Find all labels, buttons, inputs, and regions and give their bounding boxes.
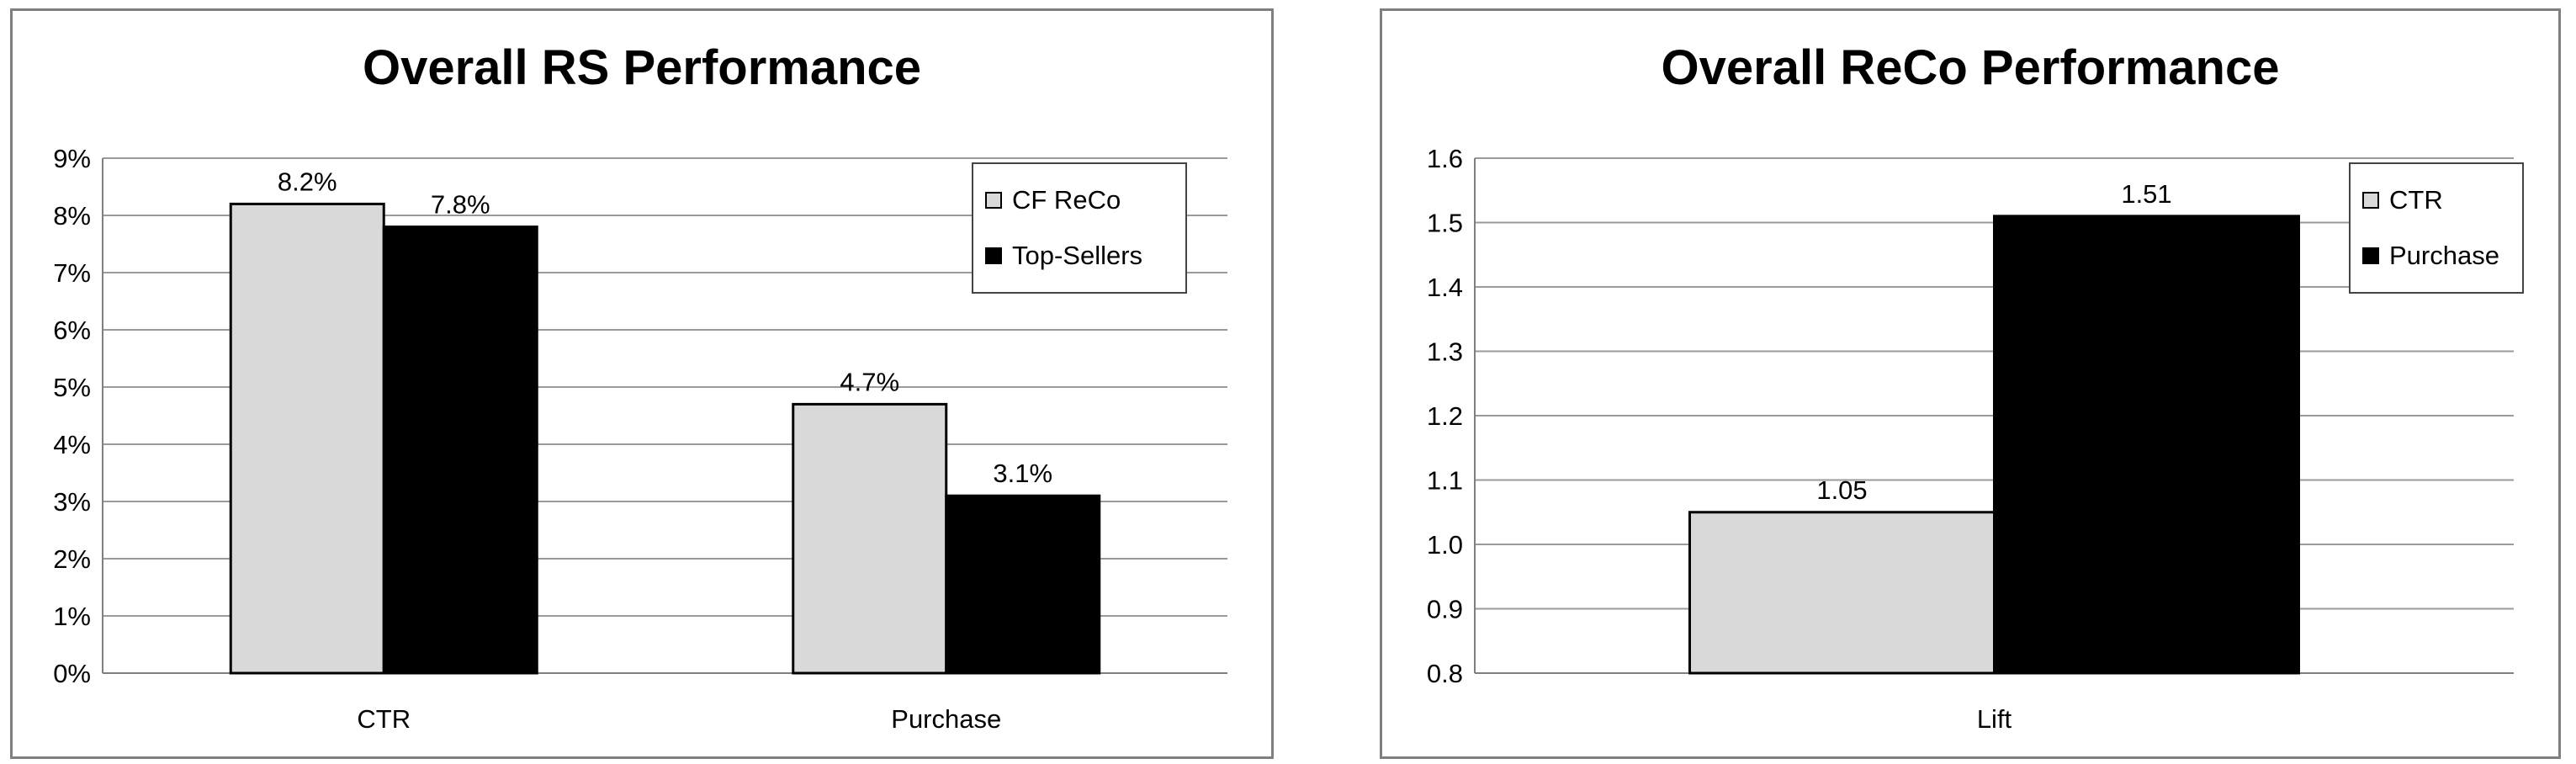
chart-plot: 0.8 0.9 1.0 1.1 1.2 1.3 1.4 1.5 1.6 1.05 1.51 Lift: [1427, 144, 2514, 734]
y-tick-label: 4%: [53, 430, 91, 459]
legend-label: Purchase: [2389, 241, 2499, 270]
y-tick-label: 8%: [53, 201, 91, 231]
y-tick-label: 7%: [53, 258, 91, 288]
legend-swatch-top-sellers: [985, 247, 1002, 264]
chart-panel-rs-performance: Overall RS Performance 0% 1% 2% 3% 4% 5% 6% 7% 8…: [10, 8, 1274, 759]
data-label: 4.7%: [840, 367, 899, 396]
y-tick-label: 0.9: [1427, 595, 1463, 624]
y-tick-label: 1.4: [1427, 273, 1463, 302]
x-tick-label: CTR: [357, 704, 411, 734]
chart-title: Overall ReCo Performance: [1661, 40, 2280, 95]
x-tick-label: Lift: [1977, 704, 2012, 734]
legend-item-ctr: CTR: [2362, 172, 2510, 228]
y-tick-label: 1.0: [1427, 530, 1463, 560]
bar-top-sellers-ctr: [382, 225, 538, 675]
legend-item-purchase: Purchase: [2362, 228, 2510, 284]
data-label: 1.51: [2121, 179, 2171, 209]
legend-label: Top-Sellers: [1012, 241, 1143, 270]
y-tick-label: 1%: [53, 602, 91, 631]
data-label: 1.05: [1816, 475, 1867, 505]
legend-label: CTR: [2389, 185, 2443, 215]
data-label: 7.8%: [431, 190, 490, 220]
bar-cf-reco-purchase: [792, 402, 948, 675]
legend-item-cf-reco: CF ReCo: [985, 172, 1174, 228]
data-label: 8.2%: [278, 167, 337, 196]
legend-swatch-ctr: [2362, 192, 2379, 209]
y-tick-label: 3%: [53, 487, 91, 517]
y-tick-label: 5%: [53, 373, 91, 402]
legend-swatch-cf-reco: [985, 192, 1002, 209]
legend-item-top-sellers: Top-Sellers: [985, 228, 1174, 284]
legend-swatch-purchase: [2362, 247, 2379, 264]
bar-cf-reco-ctr: [229, 202, 385, 675]
data-label: 3.1%: [993, 459, 1052, 488]
x-tick-label: Purchase: [891, 704, 1001, 734]
y-tick-label: 1.1: [1427, 466, 1463, 496]
y-tick-label: 1.3: [1427, 337, 1463, 367]
chart-title: Overall RS Performance: [362, 40, 922, 95]
bar-top-sellers-purchase: [945, 494, 1101, 675]
bar-purchase-lift: [1993, 215, 2300, 675]
y-tick-label: 1.6: [1427, 144, 1463, 173]
chart-plot: 0% 1% 2% 3% 4% 5% 6% 7% 8% 9% 8.2% 7.8% CTR 4.7% 3.1% P…: [53, 144, 1227, 734]
y-tick-label: 2%: [53, 544, 91, 574]
y-tick-label: 0.8: [1427, 659, 1463, 688]
chart-legend: CF ReCo Top-Sellers: [972, 162, 1187, 294]
chart-panel-reco-performance: Overall ReCo Performance 0.8 0.9 1.0 1.1 1.2…: [1380, 8, 2561, 759]
y-tick-label: 1.5: [1427, 209, 1463, 238]
y-tick-label: 0%: [53, 659, 91, 688]
y-tick-label: 1.2: [1427, 401, 1463, 431]
legend-label: CF ReCo: [1012, 185, 1121, 215]
chart-legend: CTR Purchase: [2349, 162, 2524, 294]
bar-ctr-lift: [1688, 511, 1996, 675]
y-tick-label: 9%: [53, 144, 91, 173]
y-tick-label: 6%: [53, 316, 91, 345]
